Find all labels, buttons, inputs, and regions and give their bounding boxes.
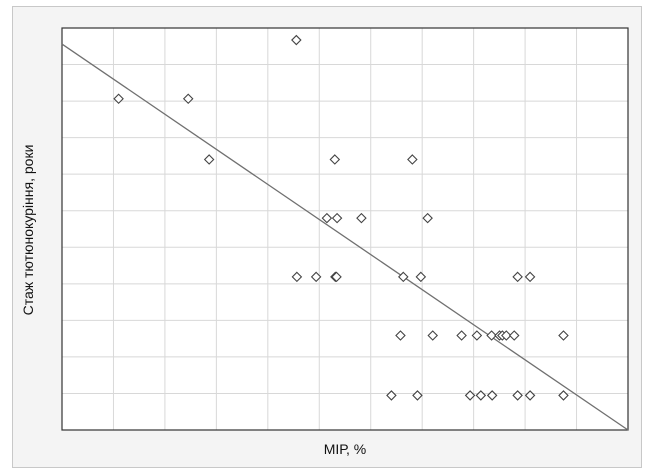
data-point (331, 212, 343, 224)
data-point (524, 271, 536, 283)
y-axis-label: Стаж тютюнокуріння, роки (20, 144, 36, 316)
data-point (464, 390, 476, 401)
data-point (508, 330, 520, 341)
data-point (203, 154, 215, 165)
data-point (310, 271, 322, 283)
data-point (475, 390, 487, 401)
data-point (386, 390, 397, 401)
trend-line (61, 43, 629, 431)
data-point (501, 330, 512, 341)
data-point (398, 271, 409, 283)
data-point (415, 271, 427, 283)
data-point (486, 390, 498, 401)
data-point (412, 390, 423, 401)
data-point (486, 330, 497, 341)
data-point (291, 34, 302, 46)
plot-border (61, 27, 629, 431)
data-point (524, 390, 536, 401)
data-point (395, 330, 406, 341)
data-point (471, 330, 483, 341)
data-point (331, 271, 342, 283)
data-point (512, 390, 523, 401)
data-point (558, 390, 569, 401)
data-point (422, 212, 433, 224)
data-point (558, 330, 569, 341)
data-point (356, 212, 367, 224)
data-point (182, 93, 194, 105)
data-point (456, 330, 467, 341)
data-point (427, 330, 439, 341)
data-point (321, 212, 333, 224)
data-point (113, 93, 124, 105)
data-point (329, 154, 341, 165)
data-point (512, 271, 523, 283)
data-point (291, 271, 303, 283)
plot-area (62, 28, 628, 430)
data-point (407, 154, 418, 165)
x-axis-label: МІР, % (323, 441, 367, 457)
